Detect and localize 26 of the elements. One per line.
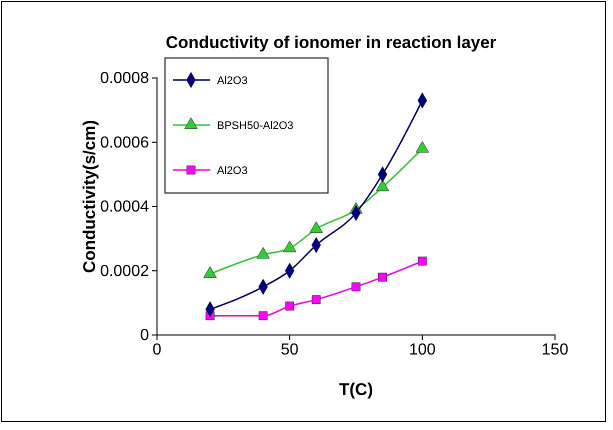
- y-axis-title: Conductivity(s/cm): [80, 120, 99, 274]
- x-tick-label: 100: [408, 341, 436, 358]
- y-tick-label: 0.0002: [100, 262, 150, 280]
- y-tick-label: 0.0006: [100, 134, 150, 152]
- point: [416, 141, 429, 153]
- point: [352, 282, 360, 292]
- chart-title: Conductivity of ionomer in reaction layer: [166, 33, 497, 52]
- point: [258, 311, 268, 320]
- point: [283, 240, 296, 252]
- x-axis-title: T(C): [339, 380, 373, 399]
- point: [378, 272, 387, 282]
- x-tick-label: 0: [152, 341, 162, 358]
- legend-label: Al2O3: [217, 75, 248, 87]
- x-tick-label: 50: [280, 341, 299, 358]
- point: [256, 247, 270, 259]
- point: [312, 295, 321, 304]
- point: [310, 221, 323, 233]
- point: [376, 180, 390, 192]
- point: [285, 302, 294, 311]
- y-tick-label: 0.0008: [100, 70, 150, 88]
- x-tick-label: 150: [542, 341, 568, 358]
- legend-label: BPSH50-Al2O3: [217, 120, 294, 132]
- y-tick-label: 0: [140, 327, 150, 344]
- point: [418, 256, 427, 266]
- y-tick-label: 0.0004: [100, 198, 150, 216]
- legend-label: Al2O3: [217, 165, 248, 177]
